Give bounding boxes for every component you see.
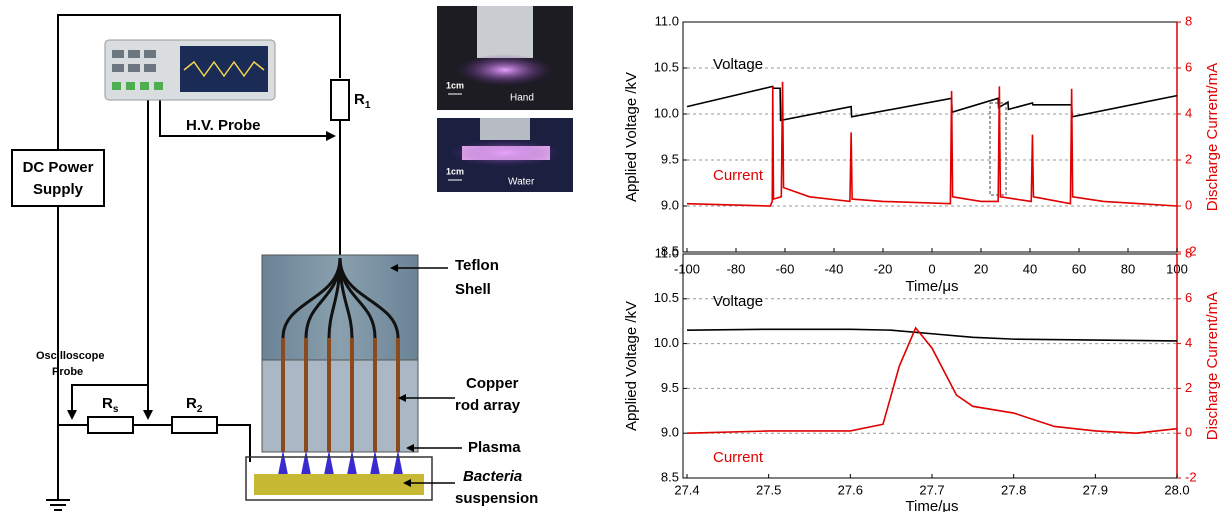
y2-tick-label: -2 bbox=[1185, 469, 1197, 484]
y-axis-title: Applied Voltage /kV bbox=[623, 72, 640, 202]
x-tick-label: 27.6 bbox=[838, 482, 863, 497]
symbol: R bbox=[186, 395, 197, 412]
x-tick-label: 60 bbox=[1072, 261, 1086, 276]
y2-tick-label: 0 bbox=[1185, 425, 1192, 440]
resistor-label: R1 bbox=[354, 91, 371, 111]
resistor-rs bbox=[87, 416, 134, 434]
label: rod array bbox=[455, 397, 521, 414]
label: suspension bbox=[455, 490, 538, 507]
y-tick-label: 11.0 bbox=[655, 13, 679, 28]
scale: 1cm bbox=[446, 166, 464, 176]
y-tick-label: 9.5 bbox=[661, 380, 679, 395]
x-tick-label: 28.0 bbox=[1164, 482, 1189, 497]
circuit bbox=[11, 14, 350, 511]
series-label: Voltage bbox=[713, 56, 763, 73]
series-label: Current bbox=[713, 167, 764, 184]
y2-tick-label: 8 bbox=[1185, 245, 1192, 260]
series-label: Voltage bbox=[713, 293, 763, 310]
resistor-r2 bbox=[171, 416, 218, 434]
label: Teflon bbox=[455, 257, 499, 274]
resistor-label: R2 bbox=[186, 395, 203, 415]
x-tick-label: -80 bbox=[727, 261, 746, 276]
label: Shell bbox=[455, 281, 491, 298]
symbol: R bbox=[354, 91, 365, 108]
x-tick-label: 27.4 bbox=[674, 482, 699, 497]
label: Supply bbox=[33, 181, 84, 198]
y2-tick-label: 2 bbox=[1185, 380, 1192, 395]
symbol: R bbox=[102, 395, 113, 412]
resistor-label: Rs bbox=[102, 395, 119, 415]
series-line bbox=[686, 85, 1178, 122]
series-line bbox=[686, 326, 1178, 435]
y-tick-label: 10.5 bbox=[654, 59, 679, 74]
y-tick-label: 9.0 bbox=[661, 197, 679, 212]
x-axis-title: Time/μs bbox=[905, 278, 958, 295]
resistor-r1 bbox=[330, 79, 350, 121]
y-tick-label: 8.5 bbox=[661, 243, 679, 258]
x-tick-label: 0 bbox=[928, 261, 935, 276]
x-tick-label: 27.8 bbox=[1001, 482, 1026, 497]
label: Bacteria bbox=[463, 468, 522, 485]
x-tick-label: 27.5 bbox=[756, 482, 781, 497]
oscilloscope bbox=[104, 39, 276, 101]
photo-label: Hand bbox=[510, 93, 534, 104]
scale: 1cm bbox=[446, 80, 464, 90]
y-tick-label: 9.5 bbox=[661, 151, 679, 166]
y2-axis-title: Discharge Current/mA bbox=[1204, 292, 1221, 440]
series-line bbox=[686, 81, 1178, 207]
photo-label: Water bbox=[508, 177, 535, 188]
reactor bbox=[245, 254, 462, 501]
sub: 2 bbox=[197, 404, 203, 415]
y2-tick-label: 4 bbox=[1185, 105, 1192, 120]
y-tick-label: 10.0 bbox=[654, 335, 679, 350]
x-tick-label: 27.7 bbox=[919, 482, 944, 497]
x-axis-title: Time/μs bbox=[905, 498, 958, 512]
diagram-labels: DC Power Supply H.V. Probe Oscilloscope … bbox=[23, 91, 539, 507]
x-tick-label: -20 bbox=[874, 261, 893, 276]
y2-tick-label: 0 bbox=[1185, 197, 1192, 212]
y-tick-label: 8.5 bbox=[661, 469, 679, 484]
series-label: Current bbox=[713, 449, 764, 466]
label: Plasma bbox=[468, 439, 521, 456]
x-tick-label: 80 bbox=[1121, 261, 1135, 276]
x-tick-label: 27.9 bbox=[1083, 482, 1108, 497]
y-tick-label: 9.0 bbox=[661, 425, 679, 440]
x-tick-label: 40 bbox=[1023, 261, 1037, 276]
x-tick-label: -60 bbox=[776, 261, 795, 276]
y2-tick-label: -2 bbox=[1185, 243, 1197, 258]
y2-tick-label: 6 bbox=[1185, 290, 1192, 305]
label: DC Power bbox=[23, 159, 94, 176]
x-tick-label: -40 bbox=[825, 261, 844, 276]
x-tick-label: 20 bbox=[974, 261, 988, 276]
photos: 1cm Hand 1cm Water bbox=[437, 6, 573, 192]
label: Copper bbox=[466, 375, 519, 392]
y-tick-label: 11.0 bbox=[655, 245, 679, 260]
sub: 1 bbox=[365, 100, 371, 111]
y-tick-label: 10.0 bbox=[654, 105, 679, 120]
y2-tick-label: 4 bbox=[1185, 335, 1192, 350]
y-axis-title: Applied Voltage /kV bbox=[623, 301, 640, 431]
y-tick-label: 10.5 bbox=[654, 290, 679, 305]
label: H.V. Probe bbox=[186, 117, 260, 134]
label: Probe bbox=[52, 366, 83, 378]
series-line bbox=[686, 328, 1178, 342]
sub: s bbox=[113, 404, 119, 415]
label: Oscilloscope bbox=[36, 350, 104, 362]
y2-tick-label: 8 bbox=[1185, 13, 1192, 28]
y2-tick-label: 6 bbox=[1185, 59, 1192, 74]
x-tick-label: -100 bbox=[674, 261, 700, 276]
y2-tick-label: 2 bbox=[1185, 151, 1192, 166]
y2-axis-title: Discharge Current/mA bbox=[1204, 63, 1221, 211]
